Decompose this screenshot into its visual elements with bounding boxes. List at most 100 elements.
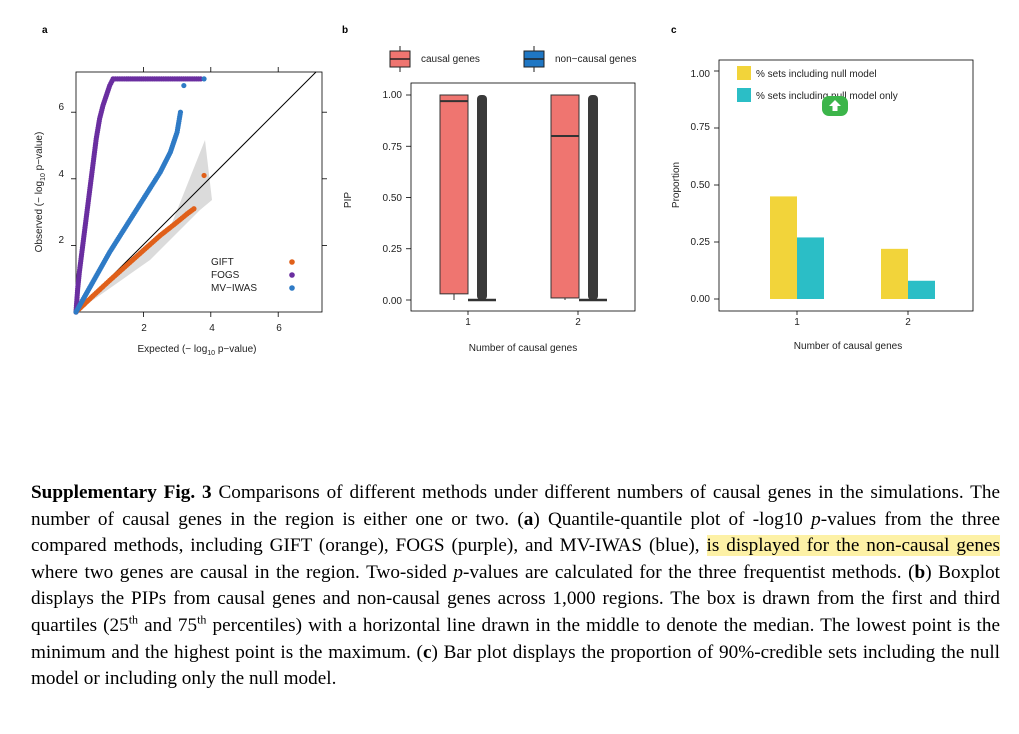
panel-c-x-tick-labels: 1 2: [794, 317, 911, 328]
panel-c-y-tick-label: 0.50: [691, 180, 711, 191]
bar-null-model-only: [908, 280, 935, 299]
panel-a-xlabel-sub: 10: [207, 350, 215, 357]
panel-a-xlabel-pre: Expected (− log: [138, 344, 208, 355]
panel-b-y-tick-label: 0.75: [383, 142, 403, 153]
panel-a-xlabel-post: p−value): [215, 344, 256, 355]
legend-label-fogs: FOGS: [211, 270, 240, 281]
causal-box: [439, 94, 469, 295]
panel-a-y-tick-label: 2: [58, 235, 64, 246]
panel-c-x-tick-label: 1: [794, 317, 800, 328]
caption-text: Comparisons of different methods under d…: [31, 482, 1000, 530]
panel-a-ticks: [71, 67, 327, 317]
caption-italic-p: p: [453, 561, 463, 583]
panel-a-ylabel-post: p−value): [34, 132, 45, 173]
caption-text: and 75: [138, 614, 198, 636]
legend-dot-fogs: [289, 272, 295, 278]
caption-superscript: th: [197, 612, 207, 627]
gift-point: [201, 172, 207, 179]
legend-label-causal-genes: causal genes: [421, 54, 480, 65]
caption-superscript: th: [128, 612, 139, 627]
panel-b-y-tick-label: 0.25: [383, 244, 403, 255]
panel-a-ylabel-pre: Observed (− log: [34, 181, 45, 252]
panel-b-y-axis-label: PIP: [343, 192, 354, 208]
mviwas-point: [177, 109, 184, 115]
panel-c-legend: % sets including null model % sets inclu…: [737, 66, 898, 102]
caption-ref-b: b: [914, 561, 926, 583]
panel-a-y-tick-label: 6: [58, 102, 64, 113]
panel-c-y-tick-label: 0.25: [691, 237, 711, 248]
panel-a-y-axis-label: Observed (− log10 p−value): [34, 132, 47, 253]
caption-text: -values from the three compared methods,…: [31, 508, 1000, 557]
panel-b-x-tick-label: 2: [575, 317, 581, 328]
panel-b-y-tick-label: 1.00: [383, 90, 403, 101]
gift-point: [191, 206, 197, 212]
panel-a-ylabel-sub: 10: [40, 173, 47, 181]
legend-label-mviwas: MV−IWAS: [211, 283, 257, 294]
panel-b-x-tick-labels: 1 2: [465, 317, 581, 328]
caption-italic-p: p: [811, 508, 821, 530]
noncausal-outlier-band: [588, 95, 598, 300]
figure-caption: Supplementary Fig. 3 Comparisons of diff…: [31, 480, 1001, 693]
caption-highlight: is displayed for the non-causal genes: [706, 535, 1001, 557]
panel-b-ticks: [406, 94, 579, 315]
panel-c-bars: [770, 196, 935, 299]
panel-c-y-axis-label: Proportion: [671, 162, 682, 208]
panel-a-x-axis-label: Expected (− log10 p−value): [138, 344, 257, 357]
panel-c-letter: c: [671, 25, 677, 36]
legend-dot-mviwas: [289, 285, 295, 291]
panel-c: c 0.00 0.25 0.50 0.75 1.00 1 2 Number of…: [671, 25, 974, 352]
panel-b-x-axis-label: Number of causal genes: [469, 343, 577, 354]
panel-c-x-axis-label: Number of causal genes: [794, 341, 902, 352]
panel-c-plot-frame: [718, 59, 974, 312]
legend-key-causal-genes: [389, 46, 411, 72]
floating-share-button[interactable]: [822, 96, 848, 116]
panel-b-letter: b: [342, 25, 348, 36]
panel-a-letter: a: [42, 25, 48, 36]
panel-a-legend: GIFT FOGS MV−IWAS: [211, 257, 295, 294]
mviwas-point: [181, 82, 187, 89]
caption-ref-c: c: [422, 641, 432, 663]
panel-a-x-tick-labels: 2 4 6: [141, 323, 282, 334]
caption-ref-a: a: [523, 508, 534, 530]
caption-title: Supplementary Fig. 3: [31, 482, 212, 503]
panel-a-confidence-band: [76, 140, 212, 312]
panel-a-plot-frame: [75, 71, 323, 313]
legend-key-non-causal-genes: [523, 46, 545, 72]
caption-text: ) Boxplot displays the PIPs from causal …: [31, 561, 1000, 636]
caption-text: ) Quantile-quantile plot of -log10: [533, 508, 812, 530]
panel-b-y-tick-labels: 0.00 0.25 0.50 0.75 1.00: [383, 90, 403, 307]
panel-c-y-tick-labels: 0.00 0.25 0.50 0.75 1.00: [691, 69, 711, 305]
legend-label-null-model: % sets including null model: [756, 69, 877, 80]
supplementary-figure: a 2 4 6 2 4 6 Expected (− log10 p−value)…: [34, 25, 974, 357]
panel-a-y-tick-labels: 2 4 6: [58, 102, 64, 246]
bar-null-model-only: [797, 237, 824, 299]
panel-b-legend: causal genes non−causal genes: [389, 46, 636, 72]
caption-text: -values are calculated for the three fre…: [462, 561, 915, 583]
panel-a-x-tick-label: 4: [209, 323, 215, 334]
panel-b-x-tick-label: 1: [465, 317, 471, 328]
panel-a: a 2 4 6 2 4 6 Expected (− log10 p−value)…: [34, 25, 327, 357]
bar-null-model: [881, 248, 908, 299]
caption-text: ) Bar plot displays the proportion of 90…: [31, 641, 1000, 690]
causal-box: [550, 94, 580, 299]
bar-null-model: [770, 196, 797, 299]
panel-a-y-tick-label: 4: [58, 169, 64, 180]
caption-text: where two genes are causal in the region…: [31, 561, 454, 583]
panel-c-x-tick-label: 2: [905, 317, 911, 328]
noncausal-outlier-band: [477, 95, 487, 300]
panel-b-y-tick-label: 0.00: [383, 296, 403, 307]
caption-text: percentiles) with a horizontal line draw…: [31, 614, 1000, 663]
panel-b-plot-frame: [410, 82, 636, 312]
legend-label-non-causal-genes: non−causal genes: [555, 54, 636, 65]
mviwas-point: [201, 76, 207, 82]
panel-a-x-tick-label: 6: [276, 323, 282, 334]
panel-c-y-tick-label: 0.75: [691, 122, 711, 133]
panel-c-ticks: [714, 70, 909, 315]
upload-arrow-icon: [829, 100, 841, 111]
panel-b: b causal genes non−causal genes 0.00 0.2…: [342, 25, 636, 354]
panel-c-y-tick-label: 0.00: [691, 294, 711, 305]
panel-b-y-tick-label: 0.50: [383, 193, 403, 204]
legend-swatch-null-model-only: [737, 88, 751, 102]
panel-a-x-tick-label: 2: [141, 323, 147, 334]
legend-swatch-null-model: [737, 66, 751, 80]
